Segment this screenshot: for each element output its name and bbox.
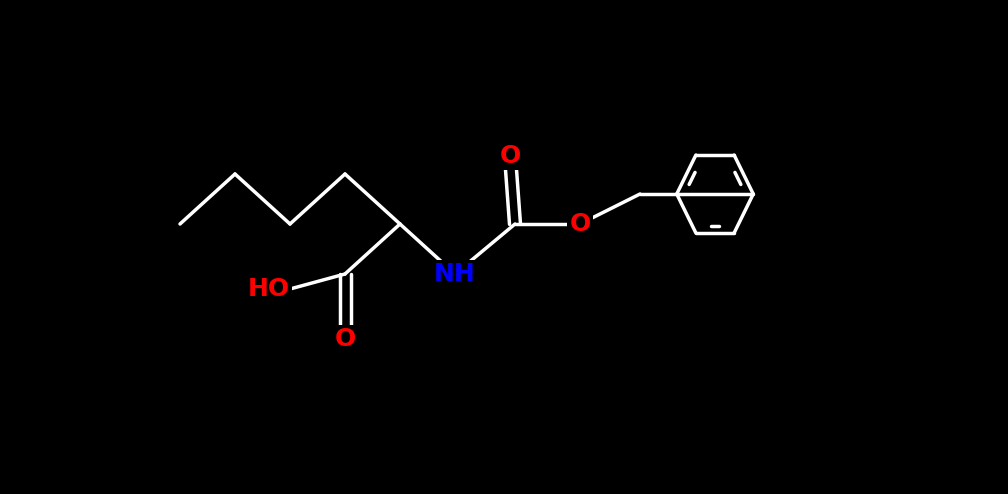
Text: O: O [335,327,356,351]
Text: O: O [570,212,591,236]
Text: NH: NH [434,262,476,286]
Text: HO: HO [248,277,290,301]
Text: O: O [499,144,520,168]
